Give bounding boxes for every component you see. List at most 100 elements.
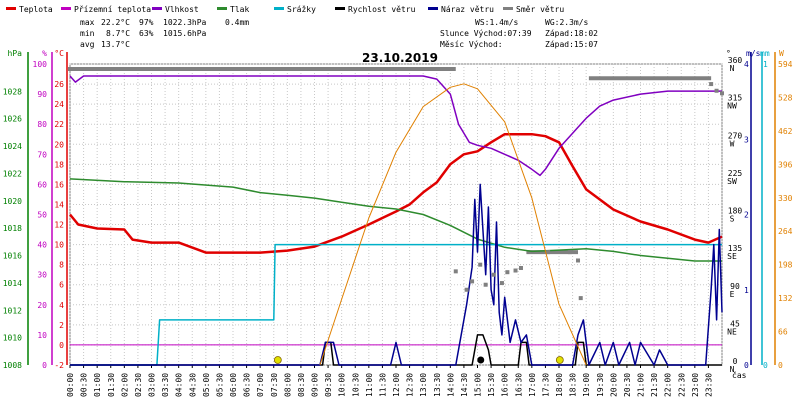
w-axis-tick: 66 bbox=[778, 328, 788, 337]
x-tick-label: 02:30 bbox=[134, 373, 143, 397]
wind-direction-point bbox=[709, 82, 714, 87]
c-axis-tick: 22 bbox=[54, 120, 64, 129]
legend-label: Tlak bbox=[230, 5, 249, 14]
w-axis-tick: 330 bbox=[778, 194, 793, 203]
deg-axis-dir: W bbox=[730, 139, 735, 148]
x-tick-label: 16:30 bbox=[514, 373, 523, 397]
x-tick-label: 21:00 bbox=[637, 373, 646, 397]
legend-label: Rychlost větru bbox=[348, 5, 416, 14]
x-tick-label: 20:30 bbox=[623, 373, 632, 397]
legend-swatch bbox=[61, 7, 71, 10]
wind-direction-point bbox=[505, 270, 510, 275]
w-axis-tick: 396 bbox=[778, 160, 793, 169]
x-tick-label: 05:30 bbox=[215, 373, 224, 397]
stat-avg-temp: 13.7°C bbox=[101, 40, 130, 49]
deg-axis-dir: SE bbox=[727, 252, 737, 261]
x-tick-label: 21:30 bbox=[650, 373, 659, 397]
deg-axis-tick: 360 bbox=[728, 56, 743, 65]
x-tick-label: 18:00 bbox=[555, 373, 564, 397]
ms-axis-tick: 2 bbox=[744, 211, 749, 220]
hpa-axis-tick: 1014 bbox=[3, 279, 22, 288]
deg-axis-tick: 0 bbox=[733, 357, 738, 366]
x-tick-label: 18:30 bbox=[569, 373, 578, 397]
wind-direction-point bbox=[470, 279, 475, 284]
deg-axis-dir: N bbox=[730, 64, 735, 73]
c-axis-tick: 12 bbox=[54, 221, 64, 230]
legend-swatch bbox=[428, 7, 438, 10]
x-tick-label: 16:00 bbox=[501, 373, 510, 397]
w-axis-tick: 0 bbox=[778, 361, 783, 370]
legend-swatch bbox=[152, 7, 162, 10]
x-tick-label: 12:30 bbox=[406, 373, 415, 397]
x-tick-label: 12:00 bbox=[392, 373, 401, 397]
x-tick-label: 11:30 bbox=[378, 373, 387, 397]
hpa-axis-tick: 1016 bbox=[3, 252, 22, 261]
hpa-axis-tick: 1020 bbox=[3, 197, 22, 206]
stat-wind-gust: WG:2.3m/s bbox=[545, 18, 589, 27]
pct-axis-tick: 90 bbox=[37, 90, 47, 99]
c-axis-tick: 24 bbox=[54, 100, 64, 109]
x-tick-label: 11:00 bbox=[365, 373, 374, 397]
wind-direction-point bbox=[518, 266, 523, 271]
legend-swatch bbox=[274, 7, 284, 10]
x-tick-label: 01:00 bbox=[93, 373, 102, 397]
stat-sunrise: Slunce Východ:07:39 bbox=[440, 29, 532, 38]
grid bbox=[69, 63, 723, 366]
x-tick-label: 15:00 bbox=[474, 373, 483, 397]
legend-label: Náraz větru bbox=[441, 5, 494, 14]
stat-min-temp: 8.7°C bbox=[106, 29, 130, 38]
x-tick-label: 00:30 bbox=[80, 373, 89, 397]
deg-axis-tick: 135 bbox=[728, 244, 743, 253]
pct-axis-tick: 30 bbox=[37, 271, 47, 280]
wind-direction-point bbox=[714, 88, 719, 93]
wind-direction-point bbox=[578, 296, 583, 301]
x-tick-label: 02:00 bbox=[120, 373, 129, 397]
hpa-axis-tick: 1024 bbox=[3, 142, 22, 151]
deg-axis-tick: 90 bbox=[730, 282, 740, 291]
x-tick-label: 07:30 bbox=[270, 373, 279, 397]
deg-axis-dir: E bbox=[730, 290, 735, 299]
c-axis-tick: 18 bbox=[54, 160, 64, 169]
wind-direction-point bbox=[464, 287, 469, 292]
x-tick-label: 04:00 bbox=[175, 373, 184, 397]
w-axis-tick: 462 bbox=[778, 127, 793, 136]
x-tick-label: 22:00 bbox=[664, 373, 673, 397]
ms-axis-tick: 3 bbox=[744, 135, 749, 144]
ms-axis-tick: 0 bbox=[744, 361, 749, 370]
c-axis-tick: 20 bbox=[54, 140, 64, 149]
hpa-axis-unit: hPa bbox=[8, 49, 23, 58]
stat-avg-label: avg bbox=[80, 40, 95, 49]
series-humidity bbox=[69, 75, 722, 177]
deg-axis-dir: N bbox=[730, 365, 735, 374]
stat-min-hum: 63% bbox=[139, 29, 154, 38]
x-tick-label: 14:30 bbox=[460, 373, 469, 397]
pct-axis-unit: % bbox=[42, 49, 47, 58]
x-tick-label: 00:00 bbox=[66, 373, 75, 397]
mm-axis-tick: 0 bbox=[763, 361, 768, 370]
plot-area bbox=[68, 67, 724, 366]
legend-label: Srážky bbox=[287, 5, 316, 14]
pct-axis-tick: 100 bbox=[33, 60, 48, 69]
w-axis-unit: W bbox=[779, 49, 784, 58]
wind-direction-point bbox=[483, 282, 488, 287]
wind-direction-point bbox=[68, 67, 72, 72]
pct-axis-tick: 0 bbox=[42, 361, 47, 370]
x-tick-label: 19:30 bbox=[596, 373, 605, 397]
deg-axis-dir: NW bbox=[727, 102, 737, 111]
wind-direction-point bbox=[491, 272, 496, 277]
axes: 00:00 00:30 01:00 01:30 02:00 02:30 03:00 03:30… bbox=[3, 49, 793, 397]
x-tick-label: 15:30 bbox=[487, 373, 496, 397]
wind-direction-point bbox=[720, 91, 724, 96]
stat-moonrise: Měsíc Východ: bbox=[440, 40, 503, 49]
chart-title: 23.10.2019 bbox=[362, 51, 438, 65]
ms-axis-unit: m/s bbox=[746, 49, 761, 58]
x-tick-label: 10:00 bbox=[338, 373, 347, 397]
pct-axis-tick: 60 bbox=[37, 180, 47, 189]
stat-max-temp: 22.2°C bbox=[101, 18, 130, 27]
legend-swatch bbox=[503, 7, 513, 10]
x-tick-label: 06:30 bbox=[243, 373, 252, 397]
deg-axis-tick: 270 bbox=[728, 131, 743, 140]
w-axis-tick: 594 bbox=[778, 60, 793, 69]
x-tick-label: 13:00 bbox=[419, 373, 428, 397]
deg-axis-dir: S bbox=[730, 215, 735, 224]
